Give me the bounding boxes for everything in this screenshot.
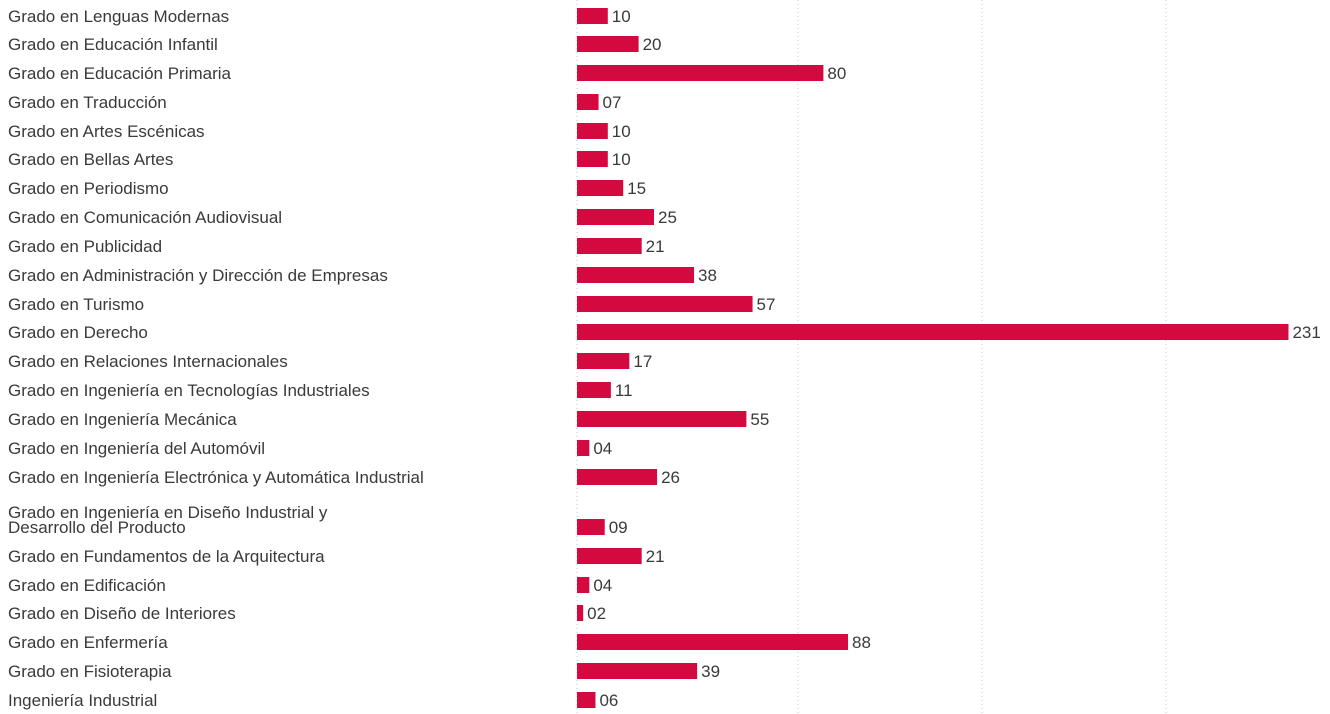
bar xyxy=(577,634,849,650)
bar xyxy=(577,440,590,456)
category-label: Grado en Ingeniería Mecánica xyxy=(8,410,237,429)
bar xyxy=(577,324,1289,340)
bar xyxy=(577,123,608,139)
category-label: Grado en Educación Primaria xyxy=(8,64,232,83)
data-label: 20 xyxy=(643,35,662,54)
bar xyxy=(577,382,611,398)
category-label: Grado en Derecho xyxy=(8,323,148,342)
bar xyxy=(577,353,630,369)
bar xyxy=(577,605,584,621)
category-label: Grado en Fundamentos de la Arquitectura xyxy=(8,547,325,566)
category-label: Grado en Publicidad xyxy=(8,237,162,256)
category-label: Grado en Fisioterapia xyxy=(8,662,172,681)
category-label: Grado en Administración y Dirección de E… xyxy=(8,266,388,285)
data-label: 06 xyxy=(599,691,618,710)
data-label: 15 xyxy=(627,179,646,198)
bar xyxy=(577,238,642,254)
bar xyxy=(577,94,599,110)
category-label: Grado en Artes Escénicas xyxy=(8,122,205,141)
data-label: 04 xyxy=(593,576,612,595)
data-label: 10 xyxy=(612,122,631,141)
category-label: Grado en Ingeniería en Tecnologías Indus… xyxy=(8,381,370,400)
category-label: Grado en Periodismo xyxy=(8,179,169,198)
bar xyxy=(577,548,642,564)
gridlines xyxy=(576,0,1167,714)
category-label: Grado en Relaciones Internacionales xyxy=(8,352,288,371)
bar xyxy=(577,8,608,24)
data-label: 57 xyxy=(757,295,776,314)
data-label: 39 xyxy=(701,662,720,681)
bar xyxy=(577,65,824,81)
data-label: 80 xyxy=(827,64,846,83)
bar xyxy=(577,469,658,485)
category-label: Grado en Bellas Artes xyxy=(8,150,173,169)
bar xyxy=(577,180,624,196)
category-label: Grado en Traducción xyxy=(8,93,167,112)
data-label: 25 xyxy=(658,208,677,227)
category-label: Grado en Comunicación Audiovisual xyxy=(8,208,282,227)
category-label: Grado en Ingeniería del Automóvil xyxy=(8,439,265,458)
category-label: Grado en Educación Infantil xyxy=(8,35,218,54)
bar xyxy=(577,36,639,52)
category-label: Grado en Lenguas Modernas xyxy=(8,7,229,26)
data-label: 07 xyxy=(603,93,622,112)
data-label: 88 xyxy=(852,633,871,652)
bars xyxy=(577,8,1289,708)
data-label: 21 xyxy=(646,547,665,566)
category-label: Grado en Ingeniería Electrónica y Automá… xyxy=(8,468,424,487)
bar xyxy=(577,519,605,535)
category-label: Grado en Ingeniería en Diseño Industrial… xyxy=(8,503,328,537)
data-label: 04 xyxy=(593,439,612,458)
data-label: 38 xyxy=(698,266,717,285)
bar xyxy=(577,411,747,427)
bar xyxy=(577,577,590,593)
category-labels: Grado en Lenguas Modernas Grado en Educac… xyxy=(8,7,424,710)
bar xyxy=(577,151,608,167)
data-label: 26 xyxy=(661,468,680,487)
data-label: 11 xyxy=(615,381,633,400)
data-label: 55 xyxy=(750,410,769,429)
data-label: 17 xyxy=(633,352,652,371)
data-label: 09 xyxy=(609,518,628,537)
category-label: Ingeniería Industrial xyxy=(8,691,157,710)
data-label: 10 xyxy=(612,150,631,169)
data-label: 10 xyxy=(612,7,631,26)
category-label: Grado en Turismo xyxy=(8,295,144,314)
data-label: 231 xyxy=(1292,323,1320,342)
category-label: Grado en Edificación xyxy=(8,576,166,595)
data-label: 02 xyxy=(587,604,606,623)
category-label: Grado en Diseño de Interiores xyxy=(8,604,236,623)
bar xyxy=(577,209,654,225)
bar xyxy=(577,296,753,312)
bar xyxy=(577,663,698,679)
data-label: 21 xyxy=(646,237,665,256)
category-label: Grado en Enfermería xyxy=(8,633,168,652)
bar xyxy=(577,692,596,708)
bar xyxy=(577,267,695,283)
